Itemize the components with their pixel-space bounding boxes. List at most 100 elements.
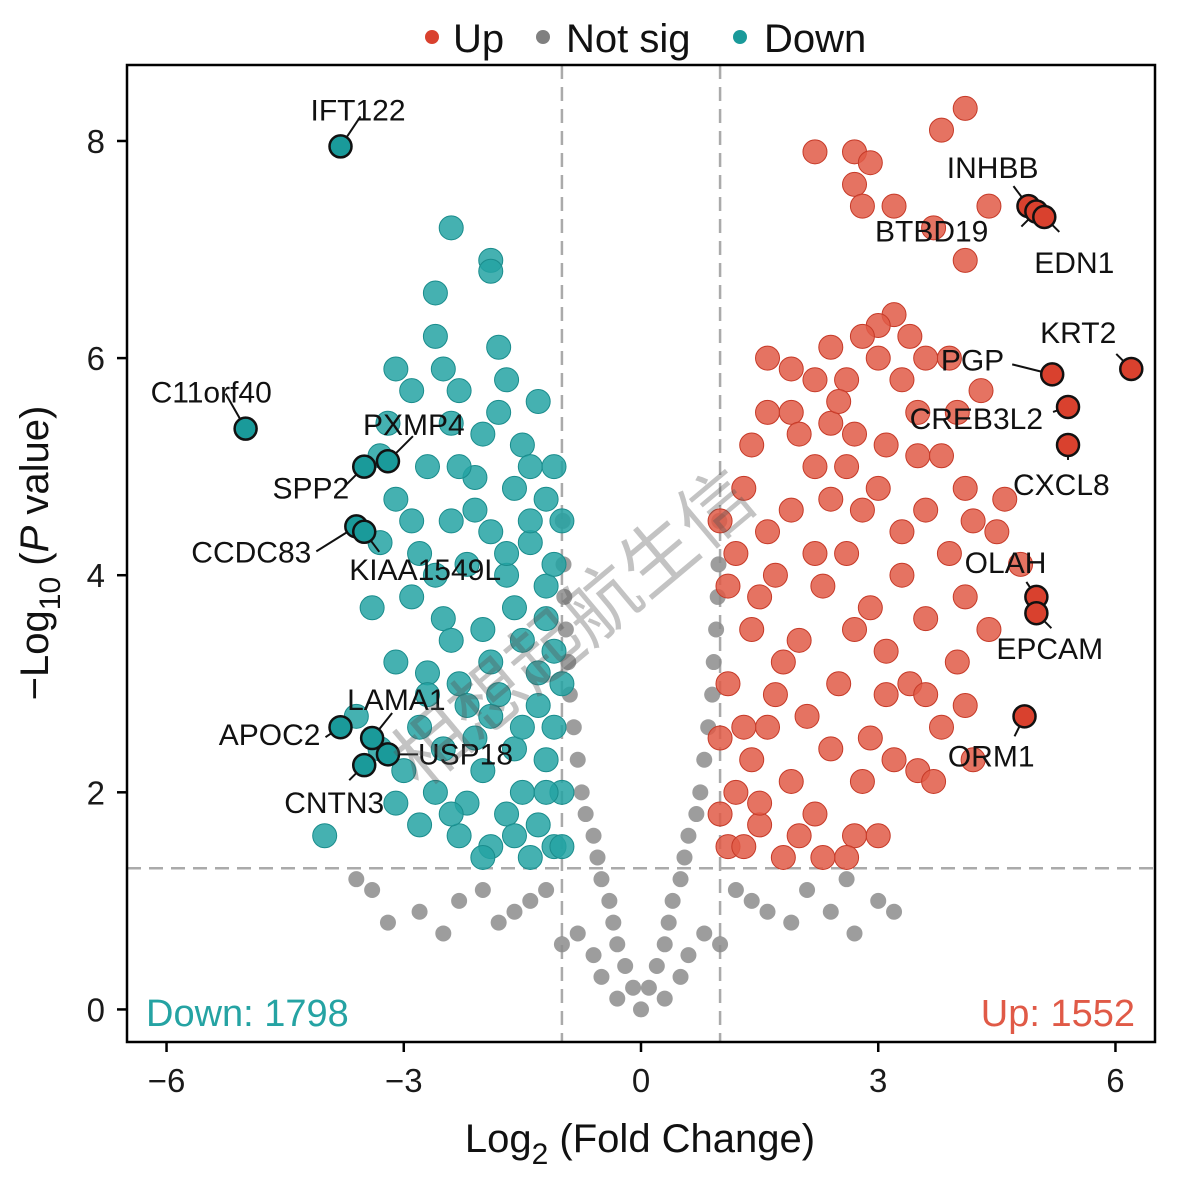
point-not-sig <box>648 958 665 975</box>
point-not-sig <box>411 903 428 920</box>
point-up <box>865 823 891 849</box>
legend-notsig-label: Not sig <box>566 17 691 61</box>
point-not-sig <box>743 892 760 909</box>
point-down <box>470 421 496 447</box>
gene-point-cxcl8 <box>1055 432 1081 458</box>
point-down <box>517 844 543 870</box>
point-up <box>881 747 907 773</box>
gene-label-inhbb: INHBB <box>947 152 1039 185</box>
point-down <box>430 356 456 382</box>
point-up <box>826 671 852 697</box>
point-down <box>501 823 527 849</box>
gene-point-c11orf40 <box>233 416 258 441</box>
point-down <box>438 508 464 534</box>
point-down <box>509 432 535 458</box>
point-up <box>755 519 781 545</box>
y-axis-title-p: P <box>13 525 57 552</box>
point-down <box>438 627 464 653</box>
x-axis-title: Log2 (Fold Change) <box>465 1117 815 1171</box>
point-up <box>849 497 875 523</box>
point-not-sig <box>759 903 776 920</box>
point-not-sig <box>593 968 610 985</box>
point-down <box>501 595 527 621</box>
point-up <box>802 454 828 480</box>
point-down <box>446 378 472 404</box>
point-up <box>921 768 947 794</box>
point-up <box>865 475 891 501</box>
point-down <box>478 519 504 545</box>
point-up <box>739 747 765 773</box>
point-up <box>739 432 765 458</box>
point-not-sig <box>680 827 697 844</box>
gene-label-spp2: SPP2 <box>273 473 350 506</box>
point-not-sig <box>656 990 673 1007</box>
point-up <box>897 323 923 349</box>
point-not-sig <box>605 914 622 931</box>
gene-label-edn1: EDN1 <box>1034 247 1114 280</box>
y-tick-label: 6 <box>87 340 105 377</box>
gene-label-creb3l2: CREB3L2 <box>910 403 1043 436</box>
plot-area: IFT122 C11orf40 PXMP4 SPP2 CCDC83 KIAA1549L LA… <box>127 65 1155 1042</box>
point-down <box>454 551 480 577</box>
point-down <box>501 475 527 501</box>
point-down <box>399 378 425 404</box>
gene-label-pxmp4: PXMP4 <box>363 409 465 442</box>
point-down <box>383 356 409 382</box>
point-down <box>391 758 417 784</box>
point-up <box>842 421 868 447</box>
gene-point-creb3l2 <box>1055 394 1081 420</box>
x-tick-label: 6 <box>1106 1062 1124 1099</box>
point-up <box>889 519 915 545</box>
point-up <box>873 638 899 664</box>
y-tick-label: 4 <box>87 557 105 594</box>
point-down <box>422 562 448 588</box>
point-down <box>517 508 543 534</box>
legend-down-label: Down <box>764 17 866 61</box>
point-not-sig <box>593 871 610 888</box>
point-down <box>414 454 440 480</box>
point-down <box>494 801 520 827</box>
point-up <box>849 768 875 794</box>
legend-down-swatch <box>733 30 747 44</box>
point-up <box>715 573 741 599</box>
point-not-sig <box>704 686 721 703</box>
point-up <box>786 421 812 447</box>
point-up <box>810 844 836 870</box>
point-down <box>312 823 338 849</box>
point-down <box>446 454 472 480</box>
point-up <box>786 823 812 849</box>
point-not-sig <box>506 903 523 920</box>
gene-point-ift122 <box>328 134 353 159</box>
point-up <box>873 432 899 458</box>
point-down <box>478 258 504 284</box>
point-up <box>786 627 812 653</box>
point-down <box>422 323 448 349</box>
point-down <box>399 508 425 534</box>
point-up <box>723 541 749 566</box>
point-not-sig <box>451 892 468 909</box>
point-down <box>399 584 425 610</box>
legend: Up Not sig Down <box>425 17 866 61</box>
point-up <box>707 508 733 534</box>
point-up <box>952 95 978 121</box>
point-not-sig <box>589 849 606 866</box>
gene-label-olah: OLAH <box>965 547 1047 580</box>
point-down <box>525 660 551 686</box>
point-up <box>913 606 939 632</box>
point-up <box>881 193 907 219</box>
point-down <box>549 834 575 860</box>
point-up <box>944 399 970 425</box>
point-not-sig <box>625 979 642 996</box>
legend-up-swatch <box>425 30 439 44</box>
point-not-sig <box>710 556 727 573</box>
point-not-sig <box>664 892 681 909</box>
point-up <box>770 844 796 870</box>
gene-label-apoc2: APOC2 <box>219 719 321 752</box>
point-up <box>928 117 954 143</box>
point-up <box>976 193 1002 219</box>
gene-label-c11orf40: C11orf40 <box>151 377 272 410</box>
point-down <box>525 692 551 718</box>
point-up <box>952 692 978 718</box>
point-up <box>762 682 788 708</box>
point-down <box>470 616 496 642</box>
